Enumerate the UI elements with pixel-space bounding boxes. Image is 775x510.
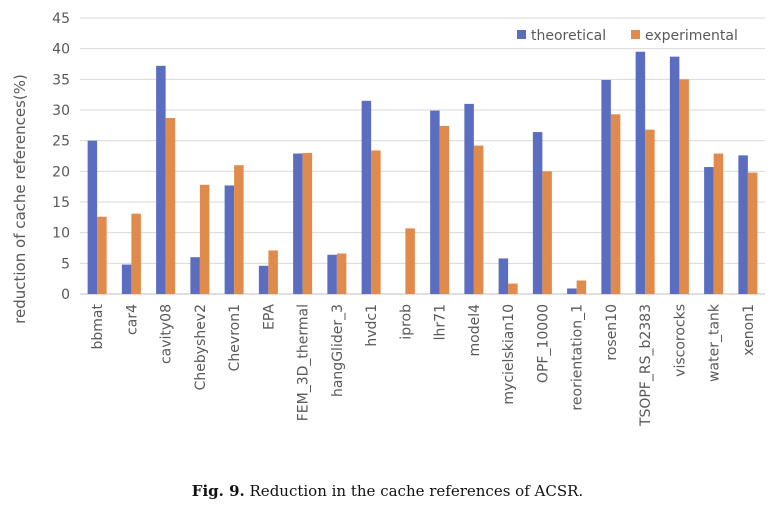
bar-theoretical-Chebyshev2 <box>190 257 200 294</box>
x-tick-label: water_tank <box>707 303 723 382</box>
x-tick-label: model4 <box>467 304 483 357</box>
bar-experimental-EPA <box>268 250 278 294</box>
bar-experimental-car4 <box>131 213 141 294</box>
y-tick-label: 5 <box>61 256 70 272</box>
bar-experimental-Chevron1 <box>234 165 244 294</box>
bar-theoretical-hvdc1 <box>361 100 372 294</box>
bar-experimental-viscorocks <box>679 79 689 294</box>
bar-experimental-water_tank <box>713 153 724 294</box>
bars <box>87 51 758 295</box>
bar-theoretical-EPA <box>258 265 269 294</box>
bar-theoretical-model4 <box>464 103 474 294</box>
bar-theoretical-car4 <box>121 264 132 294</box>
bar-experimental-FEM_3D_thermal <box>302 152 313 294</box>
legend-label-theoretical: theoretical <box>531 28 606 44</box>
bar-theoretical-mycielskian10 <box>498 258 509 294</box>
y-axis-label: reduction of cache references(%) <box>11 74 29 324</box>
bar-experimental-hangGlider_3 <box>336 253 347 294</box>
x-tick-label: OPF_10000 <box>535 304 551 383</box>
y-tick-label: 30 <box>52 103 70 119</box>
x-tick-label: xenon1 <box>741 304 757 356</box>
y-axis-ticks: 0 5 10 15 20 25 30 35 40 45 <box>52 11 70 303</box>
y-tick-label: 45 <box>52 11 70 27</box>
legend: theoretical experimental <box>517 28 738 44</box>
x-tick-label: hvdc1 <box>364 304 380 347</box>
gridlines <box>80 17 765 295</box>
bar-experimental-xenon1 <box>747 172 758 294</box>
bar-experimental-lhr71 <box>439 125 450 295</box>
x-tick-label: car4 <box>124 304 140 335</box>
x-tick-label: hangGlider_3 <box>330 304 346 397</box>
bar-experimental-model4 <box>473 145 484 294</box>
legend-label-experimental: experimental <box>645 28 738 44</box>
x-tick-label: EPA <box>261 304 277 330</box>
bar-theoretical-hangGlider_3 <box>327 254 337 294</box>
y-tick-label: 25 <box>52 134 70 150</box>
y-tick-label: 15 <box>52 195 70 211</box>
x-tick-label: lhr71 <box>433 304 449 340</box>
bar-experimental-iprob <box>405 228 415 294</box>
bar-experimental-mycielskian10 <box>508 283 518 294</box>
bar-theoretical-xenon1 <box>738 155 748 294</box>
x-tick-label: cavity08 <box>159 304 175 364</box>
y-tick-label: 0 <box>61 287 70 303</box>
bar-theoretical-reorientation_1 <box>567 288 577 294</box>
bar-theoretical-bbmat <box>87 140 98 294</box>
x-tick-label: bbmat <box>90 303 106 349</box>
x-tick-label: reorientation_1 <box>570 304 586 411</box>
caption-label: Fig. 9. <box>191 482 245 500</box>
bar-theoretical-lhr71 <box>430 110 440 294</box>
bar-experimental-OPF_10000 <box>542 171 552 294</box>
bar-chart: 0 5 10 15 20 25 30 35 40 45 bbmat car4 cavity08 Cheb… <box>11 11 765 427</box>
x-tick-label: rosen10 <box>604 304 620 361</box>
bar-experimental-bbmat <box>97 216 107 294</box>
x-tick-label: Chevron1 <box>227 304 243 371</box>
bar-theoretical-cavity08 <box>156 65 166 294</box>
x-tick-label: FEM_3D_thermal <box>296 304 312 421</box>
bar-experimental-cavity08 <box>165 117 176 295</box>
bar-theoretical-rosen10 <box>601 79 611 295</box>
bar-experimental-reorientation_1 <box>576 280 587 294</box>
bar-theoretical-Chevron1 <box>224 185 235 294</box>
x-tick-label: iprob <box>398 304 414 340</box>
x-tick-label: mycielskian10 <box>501 304 517 405</box>
legend-swatch-experimental <box>631 30 640 39</box>
x-tick-label: TSOPF_RS_b2383 <box>638 304 654 427</box>
bar-experimental-TSOPF_RS_b2383 <box>645 129 655 294</box>
bar-theoretical-FEM_3D_thermal <box>293 153 303 294</box>
x-axis-ticks: bbmat car4 cavity08 Chebyshev2 Chevron1 EPA FE… <box>90 303 757 427</box>
caption-text: Reduction in the cache references of ACS… <box>244 482 584 500</box>
bar-experimental-Chebyshev2 <box>199 184 210 294</box>
bar-theoretical-TSOPF_RS_b2383 <box>635 51 646 294</box>
bar-theoretical-water_tank <box>704 167 714 294</box>
bar-theoretical-OPF_10000 <box>532 132 543 294</box>
y-tick-label: 35 <box>52 72 70 88</box>
bar-experimental-hvdc1 <box>371 150 381 294</box>
legend-swatch-theoretical <box>517 30 526 39</box>
bar-experimental-rosen10 <box>610 114 621 294</box>
x-tick-label: viscorocks <box>672 304 688 377</box>
y-tick-label: 20 <box>52 164 70 180</box>
bar-theoretical-viscorocks <box>669 56 680 294</box>
x-tick-label: Chebyshev2 <box>193 304 209 390</box>
figure-caption: Fig. 9. Reduction in the cache reference… <box>0 482 775 500</box>
y-tick-label: 10 <box>52 226 70 242</box>
y-tick-label: 40 <box>52 42 70 58</box>
